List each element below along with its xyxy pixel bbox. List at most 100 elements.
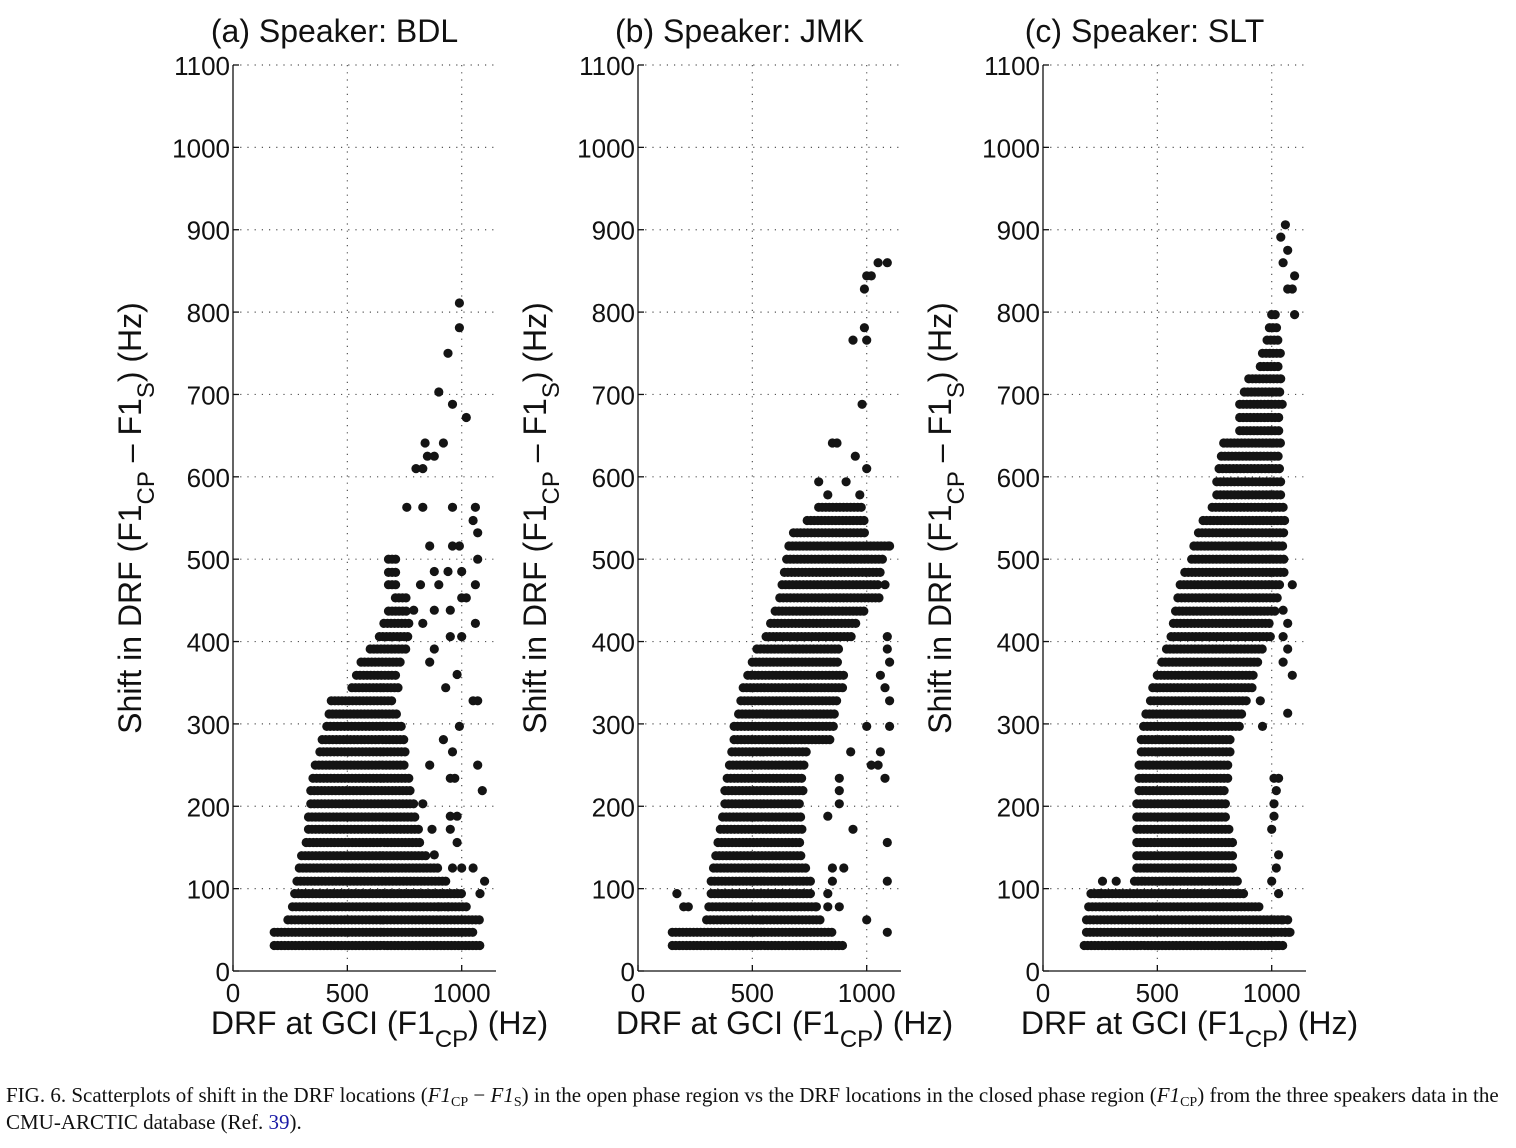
data-point <box>795 837 805 848</box>
data-point <box>1278 915 1288 925</box>
data-point <box>1271 863 1281 873</box>
data-point <box>1274 412 1284 423</box>
data-point <box>393 683 403 693</box>
data-point <box>832 696 842 706</box>
chart-title: (a) Speaker: BDL <box>211 13 458 49</box>
data-point <box>848 335 858 345</box>
data-point <box>399 735 409 745</box>
data-point <box>461 593 471 603</box>
data-point <box>683 902 693 912</box>
data-point <box>1276 477 1286 487</box>
data-point <box>859 515 869 526</box>
data-point <box>841 477 851 487</box>
data-point <box>441 683 451 693</box>
data-point <box>473 760 483 770</box>
data-point <box>829 709 839 719</box>
data-point <box>885 721 895 732</box>
data-point <box>1278 541 1288 551</box>
data-point <box>1274 889 1284 899</box>
data-point <box>837 940 848 951</box>
data-point <box>447 863 458 873</box>
data-point <box>1276 374 1286 384</box>
data-point <box>457 632 467 642</box>
data-point <box>1097 876 1108 886</box>
data-point <box>1278 605 1288 615</box>
data-point <box>1220 799 1230 809</box>
data-point <box>862 721 872 732</box>
y-tick-label: 800 <box>592 298 635 328</box>
data-point <box>454 721 464 732</box>
data-point <box>1257 644 1267 654</box>
data-point <box>1227 863 1238 873</box>
data-point <box>874 593 884 603</box>
y-tick-label: 100 <box>997 875 1040 905</box>
data-point <box>1220 812 1230 822</box>
data-point <box>1225 747 1235 757</box>
data-point <box>422 451 432 461</box>
data-point <box>873 258 883 268</box>
data-point <box>411 464 421 474</box>
data-point <box>456 889 466 899</box>
x-axis-label: DRF at GCI (F1CP) (Hz) <box>1021 1005 1358 1053</box>
data-point <box>672 889 682 899</box>
data-point <box>1279 567 1289 578</box>
data-point <box>474 915 484 925</box>
data-point <box>859 606 869 616</box>
data-point <box>1237 709 1247 719</box>
data-point <box>827 876 838 886</box>
data-point <box>473 554 483 564</box>
data-point <box>418 502 428 512</box>
data-point <box>429 566 439 577</box>
data-point <box>1274 426 1284 436</box>
data-point <box>438 438 448 448</box>
data-point <box>880 580 890 590</box>
y-axis-label: Shift in DRF (F1CP – F1S) (Hz) <box>112 302 160 734</box>
data-point <box>855 490 865 500</box>
y-tick-label: 600 <box>592 463 635 493</box>
data-point <box>834 786 844 796</box>
data-point <box>1278 940 1288 951</box>
data-point <box>797 773 807 783</box>
y-axis-label: Shift in DRF (F1CP – F1S) (Hz) <box>517 302 565 734</box>
data-point <box>409 799 419 809</box>
data-point <box>1283 708 1293 718</box>
data-point <box>1277 399 1287 409</box>
y-tick-label: 100 <box>592 875 635 905</box>
x-tick-label: 500 <box>326 978 369 1008</box>
y-tick-label: 1100 <box>984 51 1040 81</box>
data-point <box>461 412 471 423</box>
caption-text-3: ) from the three speakers data in the CM… <box>6 1083 1499 1134</box>
data-point <box>1278 632 1288 642</box>
y-tick-label: 600 <box>187 463 230 493</box>
data-point <box>429 605 439 615</box>
caption-text-1: Scatterplots of shift in the DRF locatio… <box>66 1083 428 1107</box>
x-tick-label: 500 <box>1136 978 1179 1008</box>
caption-ref-link[interactable]: 39 <box>268 1110 290 1134</box>
y-tick-label: 900 <box>997 216 1040 246</box>
data-point <box>875 670 886 680</box>
y-tick-label: 300 <box>997 710 1040 740</box>
data-point <box>862 915 872 925</box>
figure-caption: FIG. 6. Scatterplots of shift in the DRF… <box>6 1082 1506 1136</box>
data-point <box>885 541 895 551</box>
y-tick-label: 400 <box>997 628 1040 658</box>
data-point <box>846 632 856 642</box>
data-point <box>445 824 455 834</box>
data-point <box>823 902 833 912</box>
data-point <box>1232 876 1242 886</box>
y-tick-label: 800 <box>187 298 230 328</box>
data-point <box>1278 657 1288 667</box>
caption-expr2-var: F1 <box>1156 1083 1181 1107</box>
y-tick-label: 200 <box>997 792 1040 822</box>
data-point <box>882 837 892 848</box>
data-point <box>404 773 414 783</box>
x-tick-label: 0 <box>631 978 645 1008</box>
data-point <box>875 567 885 578</box>
data-point <box>1219 786 1229 796</box>
data-point <box>404 618 414 629</box>
data-point <box>454 541 464 551</box>
data-point <box>429 644 439 654</box>
data-point <box>799 760 809 770</box>
data-point <box>461 902 471 912</box>
data-point <box>1238 889 1249 899</box>
